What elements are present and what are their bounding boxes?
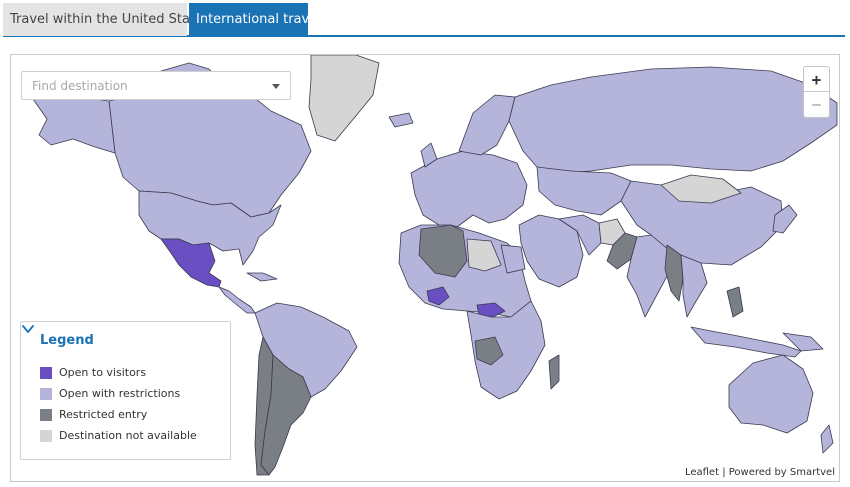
map-region-argentina[interactable] (260, 354, 312, 476)
legend-swatch (40, 409, 52, 421)
legend-swatch (40, 367, 52, 379)
map-region-libya[interactable] (466, 238, 502, 272)
map-region-scandinavia[interactable] (458, 94, 516, 156)
map-region-india[interactable] (626, 234, 674, 318)
map-region-uk[interactable] (420, 142, 438, 168)
legend-label: Open with restrictions (59, 387, 181, 400)
map-region-new-zealand[interactable] (820, 424, 834, 454)
tab-travel-within-us[interactable]: Travel within the United States (3, 3, 210, 36)
search-input[interactable] (32, 72, 272, 99)
find-destination-dropdown[interactable] (21, 71, 291, 100)
map-region-egypt[interactable] (500, 244, 526, 274)
attribution-separator: | (719, 467, 729, 478)
map-region-mexico[interactable] (160, 238, 222, 288)
map-region-burkina-faso[interactable] (426, 286, 450, 306)
map-region-central-america[interactable] (218, 286, 256, 314)
map-region-angola[interactable] (474, 336, 504, 366)
map-region-mongolia[interactable] (660, 174, 742, 204)
chevron-down-icon[interactable] (21, 322, 35, 336)
map-region-australia[interactable] (728, 354, 814, 434)
legend-toggle[interactable]: Legend (40, 333, 94, 348)
map-region-southeast-asia[interactable] (680, 254, 708, 318)
zoom-in-button[interactable]: + (804, 67, 829, 92)
map-attribution: Leaflet | Powered by Smartvel (682, 467, 837, 478)
map-region-algeria[interactable] (418, 224, 468, 278)
map-region-japan[interactable] (772, 204, 798, 234)
map-region-new-guinea[interactable] (782, 332, 824, 352)
map-region-middle-east[interactable] (518, 214, 584, 288)
map-region-central-african-republic[interactable] (476, 302, 506, 318)
legend-label: Open to visitors (59, 366, 147, 379)
map-region-central-asia[interactable] (536, 166, 632, 216)
tab-international-travel[interactable]: International travel (189, 3, 321, 36)
zoom-out-button[interactable]: − (811, 95, 822, 114)
leaflet-link[interactable]: Leaflet (684, 467, 720, 478)
legend-label: Restricted entry (59, 408, 148, 421)
map-region-alaska[interactable] (32, 94, 116, 154)
map-region-russia[interactable] (508, 66, 838, 174)
map-region-central-africa[interactable] (466, 300, 546, 400)
map-region-cuba[interactable] (246, 272, 278, 282)
map-region-greenland[interactable] (308, 55, 380, 142)
legend-swatch (40, 430, 52, 442)
map-region-madagascar[interactable] (548, 354, 560, 390)
chevron-down-icon[interactable] (272, 84, 280, 89)
map-region-philippines[interactable] (726, 286, 744, 318)
attribution-powered-by: Powered by Smartvel (728, 467, 835, 478)
map-canvas[interactable] (11, 55, 840, 482)
world-map[interactable]: + − Legend Open to visitors Open with re… (10, 54, 840, 482)
tab-bar: Travel within the United States Internat… (3, 3, 845, 37)
legend-label: Destination not available (59, 429, 197, 442)
legend-swatch (40, 388, 52, 400)
map-region-indonesia[interactable] (690, 326, 802, 358)
legend-panel: Legend Open to visitors Open with restri… (20, 321, 231, 460)
map-region-iceland[interactable] (388, 112, 414, 128)
zoom-control: + − (803, 66, 830, 118)
